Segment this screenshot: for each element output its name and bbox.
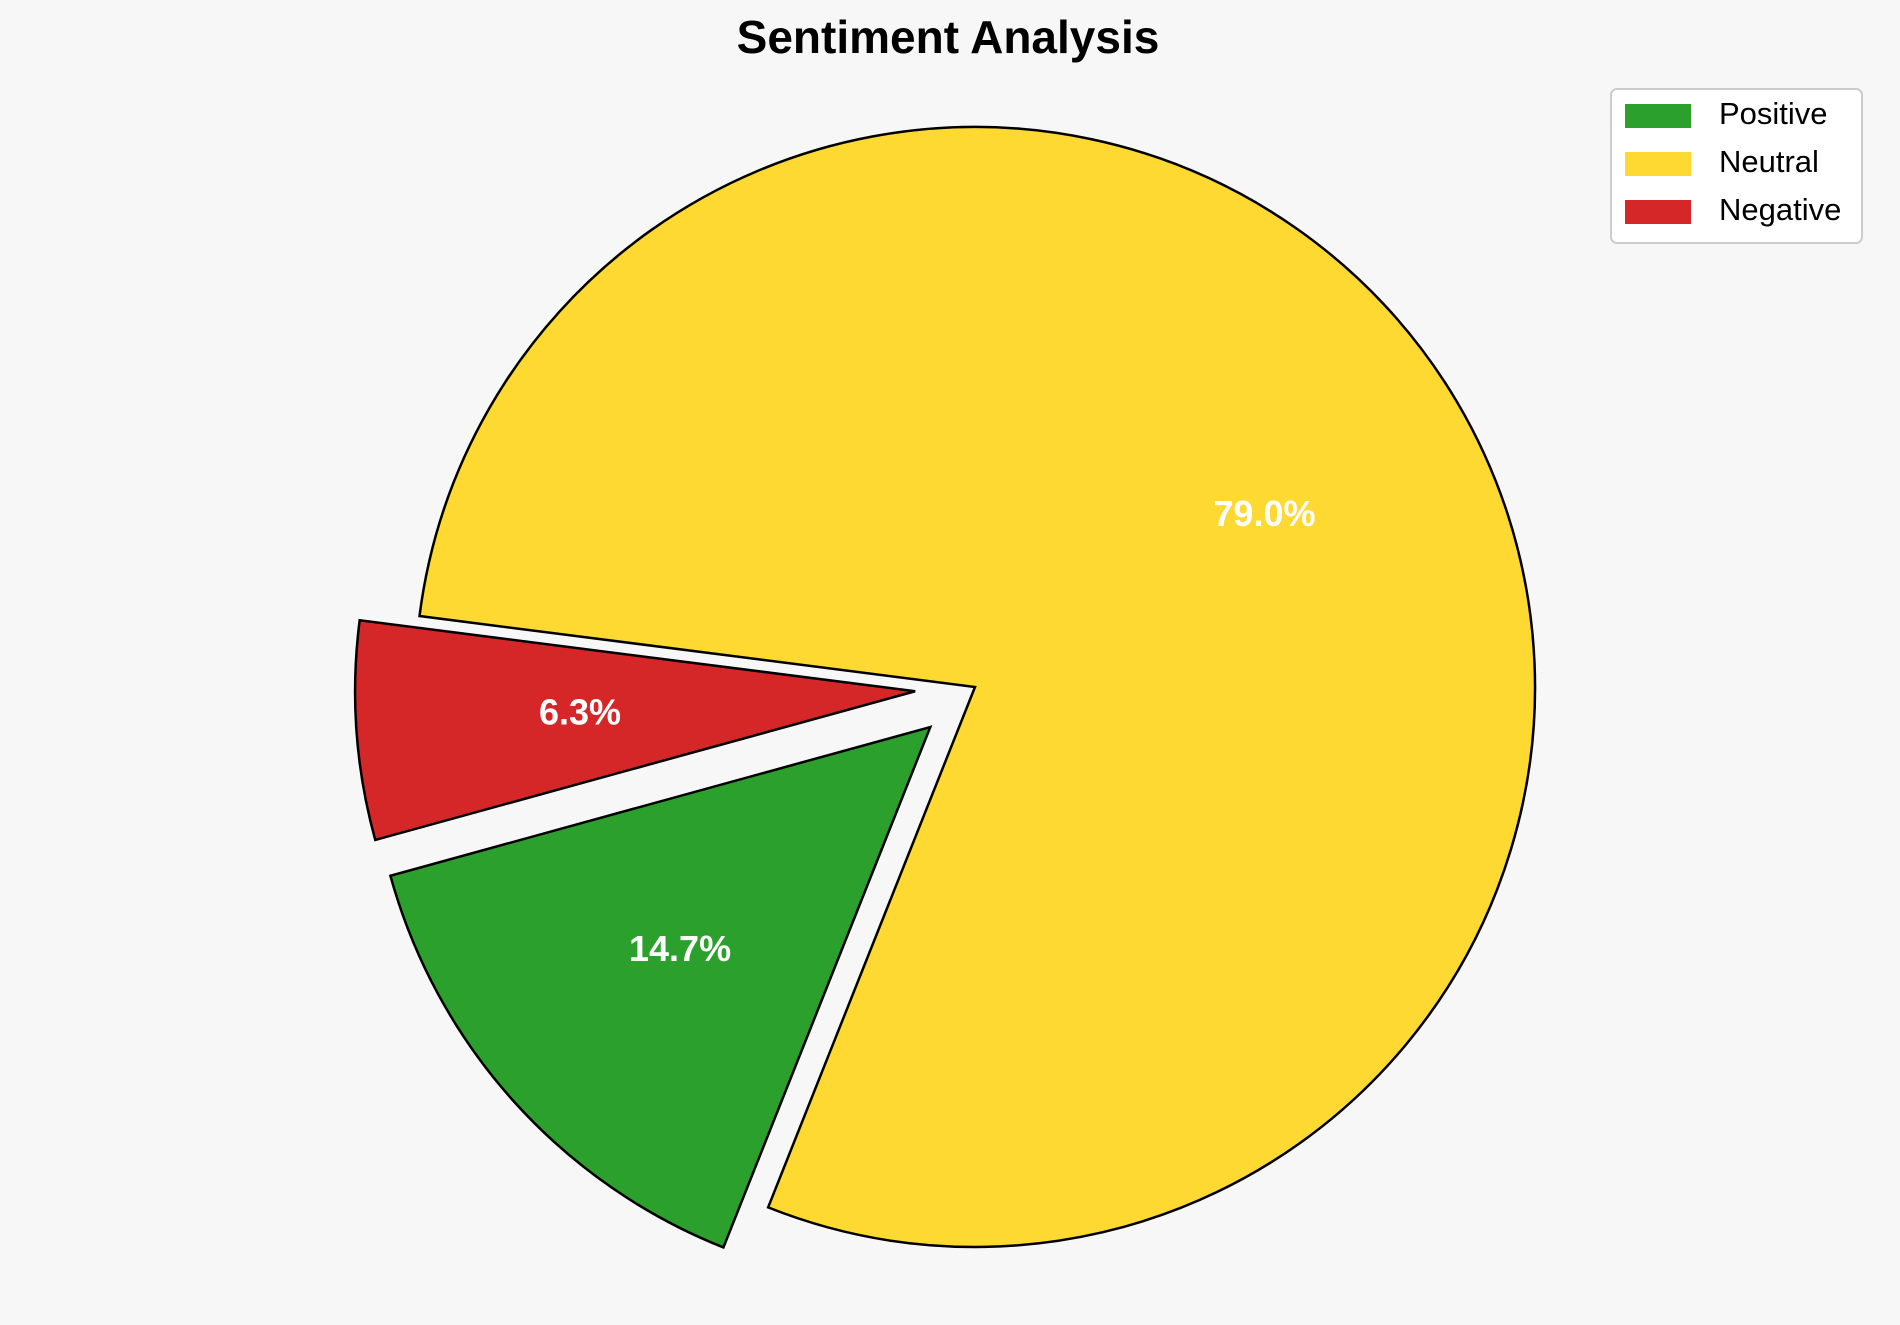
legend-swatch-negative bbox=[1625, 200, 1691, 224]
legend-label-positive: Positive bbox=[1719, 96, 1828, 131]
pie-label-negative: 6.3% bbox=[539, 692, 621, 733]
legend-swatch-positive bbox=[1625, 104, 1691, 128]
pie-labels: 14.7% 79.0% 6.3% bbox=[539, 493, 1316, 969]
chart-title: Sentiment Analysis bbox=[737, 11, 1160, 63]
pie-slice-neutral bbox=[418, 125, 1537, 1249]
legend-swatch-neutral bbox=[1625, 152, 1691, 176]
legend: Positive Neutral Negative bbox=[1610, 88, 1863, 244]
legend-label-neutral: Neutral bbox=[1719, 144, 1819, 179]
pie-slices bbox=[353, 125, 1537, 1250]
pie-slice-negative bbox=[353, 618, 916, 842]
legend-label-negative: Negative bbox=[1719, 192, 1841, 227]
pie-label-positive: 14.7% bbox=[629, 928, 731, 969]
pie-slice-positive bbox=[388, 725, 933, 1250]
pie-label-neutral: 79.0% bbox=[1213, 493, 1315, 534]
